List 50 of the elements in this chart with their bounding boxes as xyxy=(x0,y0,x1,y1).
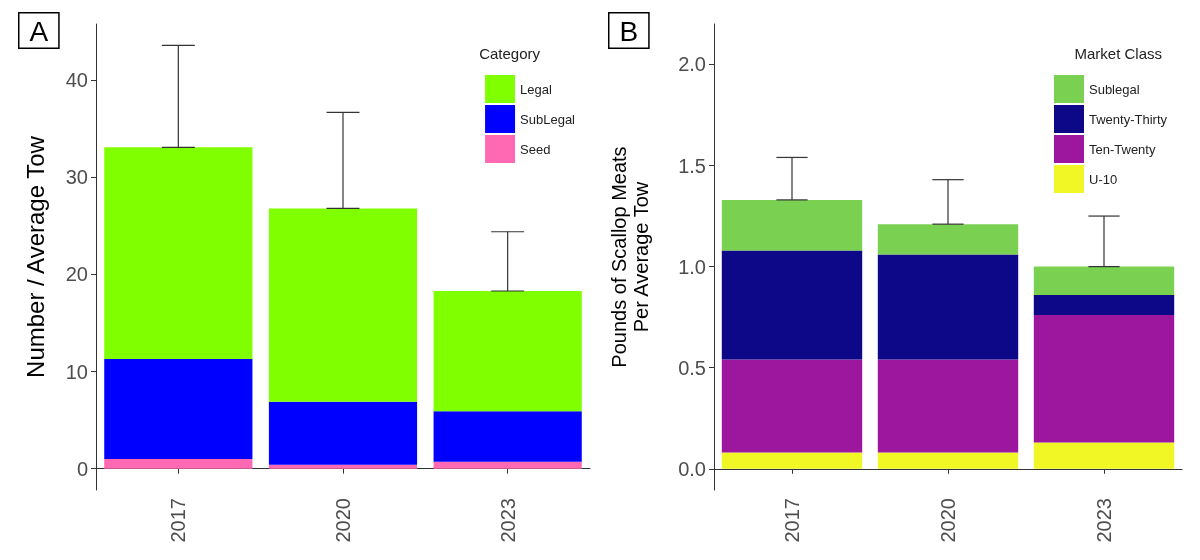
bar xyxy=(1033,266,1175,295)
x-tick-label: 2023 xyxy=(496,498,519,543)
bar xyxy=(877,224,1019,255)
bar xyxy=(721,452,863,469)
text: A xyxy=(29,16,49,47)
bar xyxy=(877,452,1019,469)
x-tick-label: 2017 xyxy=(167,498,190,543)
y-tick-label: 1.0 xyxy=(678,255,706,278)
legend-label: Seed xyxy=(520,141,551,157)
y-axis-title: Pounds of Scallop Meats Per Average Tow xyxy=(608,146,652,368)
y-tick-label: 1.5 xyxy=(678,154,706,177)
bar xyxy=(268,464,418,469)
y-tick-label: 40 xyxy=(65,69,88,92)
bar xyxy=(721,250,863,360)
bar xyxy=(268,401,418,465)
legend-title: Category xyxy=(479,45,541,62)
legend-label: Legal xyxy=(520,81,552,97)
y-tick-label: 10 xyxy=(65,360,88,383)
bar xyxy=(104,458,253,469)
bar xyxy=(268,208,418,402)
bar xyxy=(104,358,253,459)
bar xyxy=(1033,442,1175,469)
bar xyxy=(877,254,1019,360)
x-tick-label: 2017 xyxy=(781,498,803,543)
text: B xyxy=(619,16,639,47)
y-axis-title: Number / Average Tow xyxy=(21,135,49,378)
x-tick-label: 2020 xyxy=(937,498,959,543)
bar xyxy=(877,359,1019,453)
bar xyxy=(721,359,863,453)
legend-title: Market Class xyxy=(1074,45,1163,62)
bar xyxy=(433,461,582,469)
legend-label: SubLegal xyxy=(520,111,576,127)
y-tick-label: 30 xyxy=(65,166,88,189)
bar xyxy=(721,199,863,251)
legend-label: Ten-Twenty xyxy=(1088,141,1156,157)
legend-label: U-10 xyxy=(1088,171,1118,187)
bar xyxy=(1033,294,1175,316)
y-tick-label: 2.0 xyxy=(678,53,706,76)
y-tick-label: 0.5 xyxy=(678,356,706,379)
bar xyxy=(104,147,253,359)
legend-label: Sublegal xyxy=(1088,81,1140,97)
x-tick-label: 2023 xyxy=(1093,498,1115,543)
y-tick-label: 0 xyxy=(76,457,88,480)
bar xyxy=(1033,315,1175,443)
y-tick-label: 0.0 xyxy=(678,457,706,480)
bar xyxy=(433,411,582,462)
y-tick-label: 20 xyxy=(65,263,88,286)
x-tick-label: 2020 xyxy=(332,498,354,543)
legend-label: Twenty-Thirty xyxy=(1088,111,1168,127)
bar xyxy=(433,290,582,412)
